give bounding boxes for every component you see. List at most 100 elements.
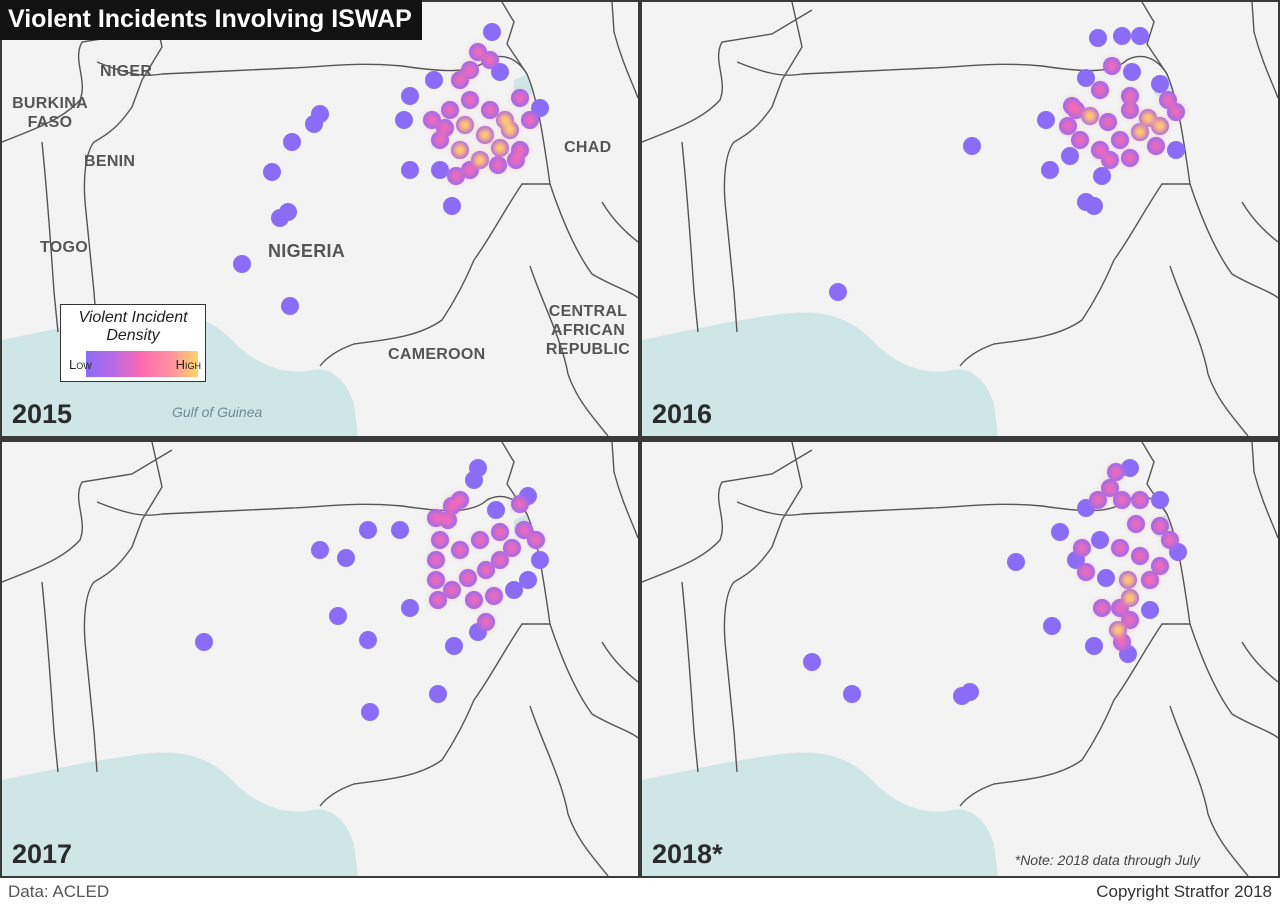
incident-marker (391, 521, 409, 539)
incident-marker (263, 163, 281, 181)
country-border (601, 641, 638, 683)
incident-density-mid (443, 103, 457, 117)
incident-density-high (494, 142, 506, 154)
incident-density-high (479, 129, 491, 141)
incident-density-mid (479, 615, 493, 629)
incident-density-mid (1095, 601, 1109, 615)
incident-density-mid (529, 533, 543, 547)
legend-title: Violent Incident Density (78, 309, 188, 344)
incident-marker (401, 87, 419, 105)
country-border (736, 55, 1168, 76)
incident-marker (963, 137, 981, 155)
incident-marker (1121, 459, 1139, 477)
incident-marker (531, 551, 549, 569)
incident-density-mid (1169, 105, 1183, 119)
incident-marker (337, 549, 355, 567)
incident-marker (1077, 69, 1095, 87)
incident-density-mid (425, 113, 439, 127)
incident-marker (505, 581, 523, 599)
incident-marker (1061, 147, 1079, 165)
incident-marker (531, 99, 549, 117)
incident-density-high (499, 114, 511, 126)
country-border (83, 2, 163, 333)
country-border (611, 442, 638, 539)
incident-density-mid (1129, 517, 1143, 531)
incident-marker (1007, 553, 1025, 571)
label-benin: BENIN (84, 153, 136, 170)
incident-density-mid (483, 103, 497, 117)
incident-marker (1119, 645, 1137, 663)
incident-density-high (1124, 592, 1136, 604)
map-panel-2018: 2018* *Note: 2018 data through July (642, 442, 1278, 876)
incident-marker (233, 255, 251, 273)
country-border (601, 201, 638, 243)
incident-density-mid (1065, 99, 1079, 113)
incident-density-mid (513, 91, 527, 105)
incident-layer-high (454, 114, 516, 166)
incident-density-mid (429, 573, 443, 587)
label-nigeria: NIGERIA (268, 241, 346, 261)
data-source: Data: ACLED (8, 882, 110, 901)
incident-marker (829, 283, 847, 301)
incident-density-high (1122, 574, 1134, 586)
incident-density-mid (1113, 601, 1127, 615)
incident-density-mid (493, 553, 507, 567)
country-border (723, 2, 803, 333)
incident-density-mid (1153, 559, 1167, 573)
incident-density-mid (1113, 133, 1127, 147)
incident-density-mid (429, 511, 443, 525)
incident-density-mid (491, 158, 505, 172)
incident-density-mid (513, 497, 527, 511)
country-border (642, 449, 813, 583)
incident-density-mid (433, 533, 447, 547)
base-map (642, 2, 1278, 436)
incident-density-mid (471, 45, 485, 59)
incident-density-mid (1075, 541, 1089, 555)
incident-density-high (1084, 110, 1096, 122)
incident-density-high (459, 119, 471, 131)
incident-density-mid (1093, 83, 1107, 97)
panel-year: 2015 (12, 399, 73, 429)
incident-layer-mid (429, 493, 543, 629)
incident-density-mid (1163, 533, 1177, 547)
incident-density-high (504, 124, 516, 136)
incident-marker (195, 633, 213, 651)
country-border (41, 581, 59, 773)
incident-density-high (1142, 112, 1154, 124)
incident-marker (1113, 27, 1131, 45)
incident-marker (395, 111, 413, 129)
incident-density-mid (438, 121, 452, 135)
incident-marker (1051, 523, 1069, 541)
country-border (549, 183, 638, 299)
incident-marker (283, 133, 301, 151)
legend-high-label: High (175, 357, 201, 372)
map-panel-2016: 2016 (642, 2, 1278, 436)
incident-density-mid (1105, 59, 1119, 73)
incident-marker (401, 161, 419, 179)
incident-density-mid (505, 541, 519, 555)
panel-year: 2018* (652, 839, 723, 869)
incident-marker (491, 63, 509, 81)
country-border (549, 623, 638, 739)
incident-density-mid (1123, 103, 1137, 117)
country-border (1189, 623, 1278, 739)
incident-density-mid (441, 513, 455, 527)
incident-marker (1097, 569, 1115, 587)
incident-marker (1077, 499, 1095, 517)
sea-area (2, 752, 358, 876)
incident-density-mid (509, 153, 523, 167)
incident-marker (429, 685, 447, 703)
incident-marker (443, 197, 461, 215)
country-border (1241, 641, 1278, 683)
incident-marker (1043, 617, 1061, 635)
incident-density-mid (1149, 139, 1163, 153)
country-border (2, 449, 173, 583)
incident-density-mid (493, 525, 507, 539)
incident-density-mid (1143, 573, 1157, 587)
incident-density-mid (523, 113, 537, 127)
incident-density-mid (445, 583, 459, 597)
incident-marker (1037, 111, 1055, 129)
incident-layer-high (1112, 574, 1136, 636)
incident-marker (279, 203, 297, 221)
incident-density-mid (1079, 565, 1093, 579)
